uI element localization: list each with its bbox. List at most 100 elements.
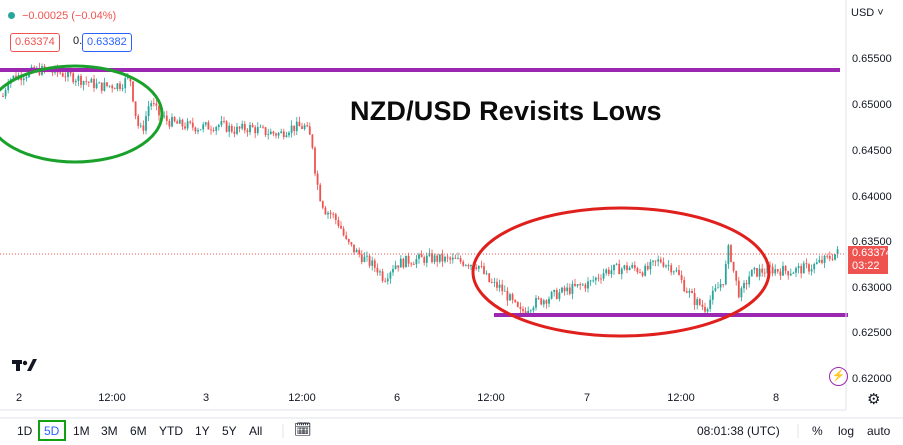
candle-body xyxy=(545,300,548,304)
candle-body xyxy=(493,281,496,283)
candle-body xyxy=(308,126,311,135)
candle-body xyxy=(802,263,805,274)
timeframe-1d-button[interactable]: 1D xyxy=(17,424,33,438)
candle-body xyxy=(2,96,4,98)
timeframe-all-button[interactable]: All xyxy=(249,424,263,438)
lightning-icon[interactable]: ⚡ xyxy=(829,367,848,386)
candle-body xyxy=(332,213,335,215)
candle-body xyxy=(566,287,569,292)
candle-body xyxy=(459,257,462,262)
timeframe-5d-button[interactable]: 5D xyxy=(44,424,60,438)
candle-body xyxy=(737,280,740,298)
candle-body xyxy=(815,262,818,264)
candle-body xyxy=(548,298,550,304)
candle-body xyxy=(834,254,836,260)
log-toggle[interactable]: log xyxy=(838,424,855,438)
timeframe-6m-button[interactable]: 6M xyxy=(130,424,147,438)
candle-body xyxy=(581,284,584,286)
candle-body xyxy=(134,101,137,117)
candle-body xyxy=(405,255,407,268)
candle-body xyxy=(74,80,77,83)
timeframe-1y-button[interactable]: 1Y xyxy=(195,424,210,438)
candle-body xyxy=(646,265,649,270)
candle-body xyxy=(571,283,574,294)
candle-body xyxy=(722,284,725,285)
compare-icon[interactable]: 🗓 xyxy=(294,421,312,437)
candle-body xyxy=(272,131,275,134)
candle-body xyxy=(719,284,722,288)
candle-body xyxy=(776,269,779,272)
candle-body xyxy=(490,281,493,283)
candle-body xyxy=(327,212,329,215)
timeframe-5y-button[interactable]: 5Y xyxy=(222,424,237,438)
candle-body xyxy=(301,126,303,129)
candle-body xyxy=(665,265,667,267)
candle-body xyxy=(428,253,431,256)
candle-body xyxy=(821,259,823,263)
candle-body xyxy=(155,103,158,106)
clock-display[interactable]: 08:01:38 (UTC) xyxy=(697,424,780,438)
x-tick-label: 2 xyxy=(15,392,23,404)
candle-body xyxy=(82,81,85,85)
candle-body xyxy=(215,127,218,131)
candle-body xyxy=(342,228,345,236)
candle-body xyxy=(542,300,545,305)
candle-body xyxy=(113,88,116,90)
candle-body xyxy=(657,259,660,262)
price-change: −0.00025 (−0.04%) xyxy=(22,10,117,22)
candle-body xyxy=(704,306,706,312)
bid-button[interactable]: 0.63374 xyxy=(10,33,60,52)
candle-body xyxy=(485,273,488,275)
ask-button[interactable]: 0.63382 xyxy=(82,33,132,52)
candle-body xyxy=(303,125,306,129)
candle-body xyxy=(467,264,470,267)
candle-body xyxy=(597,277,600,279)
candle-body xyxy=(511,294,514,300)
candle-body xyxy=(275,133,277,136)
candle-body xyxy=(165,115,168,121)
candle-body xyxy=(251,124,254,128)
x-tick-label: 12:00 xyxy=(477,392,505,404)
candle-body xyxy=(662,262,665,267)
percent-toggle[interactable]: % xyxy=(812,424,823,438)
candle-body xyxy=(740,288,743,298)
candle-body xyxy=(594,277,597,281)
candle-body xyxy=(319,184,322,202)
candle-body xyxy=(475,267,478,269)
candle-body xyxy=(813,263,816,270)
currency-selector[interactable]: USD ˅ xyxy=(851,7,884,19)
candle-body xyxy=(246,130,249,133)
x-tick-label: 7 xyxy=(583,392,591,404)
candle-body xyxy=(394,265,397,269)
candle-body xyxy=(262,126,264,128)
candle-body xyxy=(243,123,246,131)
candle-body xyxy=(176,121,179,124)
candle-body xyxy=(129,76,132,82)
gear-icon[interactable]: ⚙ xyxy=(867,391,881,408)
candle-body xyxy=(529,310,532,312)
candle-body xyxy=(537,298,540,299)
tradingview-logo-icon[interactable] xyxy=(12,358,38,377)
timeframe-3m-button[interactable]: 3M xyxy=(101,424,118,438)
candle-body xyxy=(282,131,285,138)
candle-body xyxy=(579,284,582,286)
candle-body xyxy=(178,119,181,124)
auto-toggle[interactable]: auto xyxy=(867,424,891,438)
timeframe-ytd-button[interactable]: YTD xyxy=(159,424,183,438)
candle-body xyxy=(756,268,758,277)
candle-body xyxy=(191,122,194,128)
tradingview-logo-shape xyxy=(12,359,37,371)
candle-body xyxy=(306,125,309,127)
candle-body xyxy=(714,288,717,291)
candle-body xyxy=(761,268,764,273)
candle-body xyxy=(818,259,821,263)
candle-body xyxy=(659,259,662,263)
candle-body xyxy=(407,255,410,264)
candle-body xyxy=(654,260,657,262)
candle-body xyxy=(724,263,727,285)
timeframe-1m-button[interactable]: 1M xyxy=(73,424,90,438)
candle-body xyxy=(173,117,176,122)
candle-body xyxy=(438,254,441,262)
candle-body xyxy=(392,268,394,273)
candle-countdown: 03:22 xyxy=(852,260,880,272)
